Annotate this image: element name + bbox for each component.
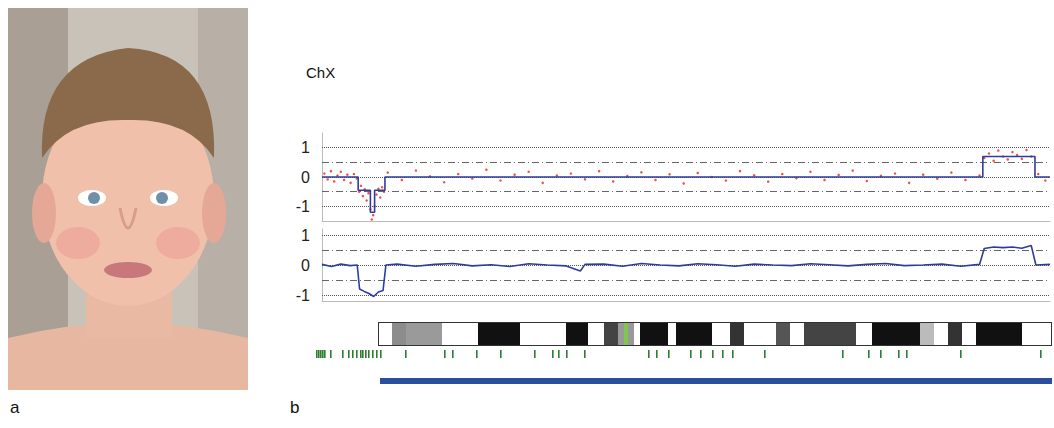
svg-text:1: 1 xyxy=(301,227,310,244)
svg-text:1: 1 xyxy=(301,139,310,156)
html-text:a: a xyxy=(10,398,20,417)
svg-text:-1: -1 xyxy=(296,287,310,304)
svg-text:-1: -1 xyxy=(296,198,310,215)
html-text:b: b xyxy=(290,398,300,417)
svg-text:0: 0 xyxy=(301,257,310,274)
svg-text:0: 0 xyxy=(301,169,310,186)
html-text:ChX: ChX xyxy=(306,64,336,81)
